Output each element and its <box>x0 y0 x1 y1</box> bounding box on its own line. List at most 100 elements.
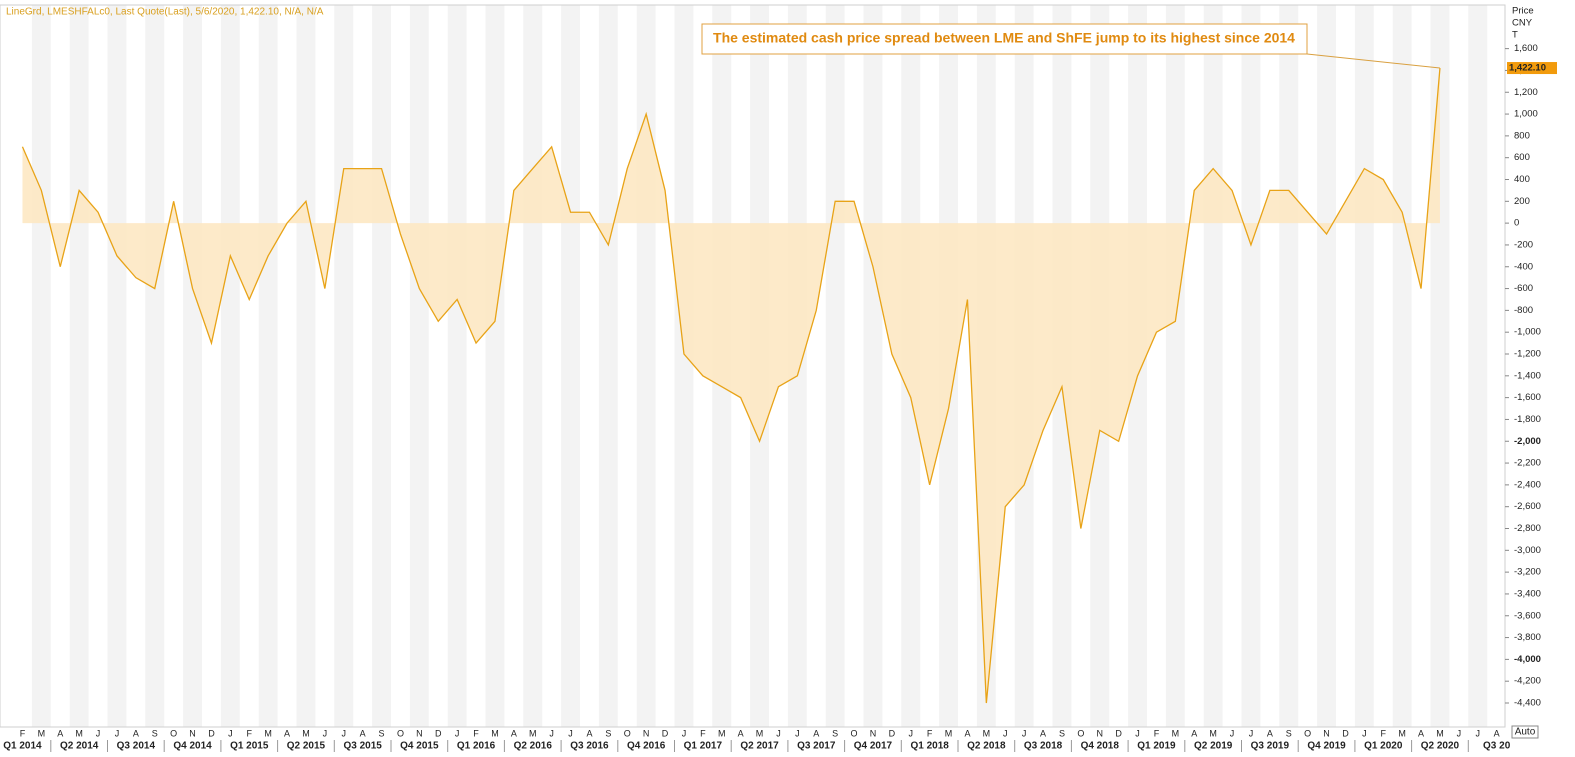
x-tick-label: J <box>342 728 347 738</box>
quarter-label: Q4 2019 <box>1307 741 1346 752</box>
y-tick-label: -2,400 <box>1514 479 1541 490</box>
x-tick-label: J <box>682 728 687 738</box>
quarter-label: Q3 2019 <box>1251 741 1290 752</box>
x-tick-label: D <box>1342 728 1349 738</box>
y-tick-label: -200 <box>1514 239 1533 250</box>
x-tick-label: M <box>75 728 83 738</box>
x-tick-label: A <box>1267 728 1273 738</box>
y-tick-label: -3,200 <box>1514 567 1541 578</box>
month-stripe <box>409 5 429 727</box>
month-stripe <box>1317 5 1336 727</box>
x-tick-label: N <box>1097 728 1104 738</box>
x-tick-label: J <box>1249 728 1254 738</box>
month-stripe <box>561 5 580 727</box>
x-tick-label: N <box>870 728 877 738</box>
x-tick-label: S <box>1286 728 1292 738</box>
x-tick-label: N <box>643 728 650 738</box>
x-tick-label: M <box>264 728 272 738</box>
annotation-box <box>701 23 1308 55</box>
y-tick-label: -4,400 <box>1514 698 1541 709</box>
x-tick-label: A <box>1191 728 1197 738</box>
month-stripe <box>1468 5 1488 727</box>
month-stripe <box>863 5 883 727</box>
y-tick-label: -3,800 <box>1514 632 1541 643</box>
quarter-label: Q1 2014 <box>3 741 42 752</box>
y-axis-label: Price <box>1512 6 1534 17</box>
x-tick-label: A <box>738 728 744 738</box>
x-tick-label: J <box>909 728 914 738</box>
x-tick-label: D <box>435 728 442 738</box>
plot-frame <box>0 4 1506 728</box>
x-tick-label: J <box>1003 728 1008 738</box>
y-tick-label: -600 <box>1514 283 1533 294</box>
x-tick-label: N <box>189 728 196 738</box>
x-tick-label: M <box>1398 728 1406 738</box>
y-axis-label: T <box>1512 30 1518 41</box>
y-tick-label: -3,600 <box>1514 610 1541 621</box>
x-tick-label: S <box>832 728 838 738</box>
y-tick-label: -400 <box>1514 261 1533 272</box>
quarter-label: Q2 2016 <box>514 741 553 752</box>
y-tick-label: 1,200 <box>1514 87 1538 98</box>
x-tick-label: A <box>511 728 517 738</box>
x-tick-label: F <box>1154 728 1160 738</box>
month-stripe <box>220 5 240 727</box>
quarter-label: Q1 2016 <box>457 741 496 752</box>
y-tick-label: -1,000 <box>1514 327 1541 338</box>
quarter-label: Q1 2018 <box>910 741 949 752</box>
x-tick-label: M <box>718 728 726 738</box>
x-tick-label: J <box>455 728 460 738</box>
month-stripe <box>334 5 354 727</box>
month-stripe <box>183 5 202 727</box>
header: LineGrd, LMESHFALc0, Last Quote(Last), 5… <box>6 7 324 18</box>
quarter-label: Q3 2017 <box>797 741 836 752</box>
annotation: The estimated cash price spread between … <box>713 30 1295 46</box>
x-tick-label: D <box>1115 728 1122 738</box>
x-tick-label: O <box>624 728 631 738</box>
x-tick-label: J <box>228 728 233 738</box>
x-tick-label: M <box>983 728 991 738</box>
y-tick-label: -800 <box>1514 305 1533 316</box>
annotation-connector <box>1306 53 1441 69</box>
x-tick-label: M <box>529 728 537 738</box>
x-tick-label: J <box>96 728 101 738</box>
month-stripe <box>296 5 316 727</box>
x-tick-label: M <box>302 728 310 738</box>
y-tick-label: 0 <box>1514 218 1519 229</box>
x-tick-label: O <box>170 728 177 738</box>
y-tick-label: -4,200 <box>1514 676 1541 687</box>
x-tick-label: A <box>964 728 970 738</box>
quarter-label: Q1 2019 <box>1137 741 1176 752</box>
x-tick-label: J <box>549 728 554 738</box>
x-tick-label: J <box>323 728 328 738</box>
x-tick-label: A <box>1494 728 1500 738</box>
x-tick-label: D <box>208 728 215 738</box>
month-stripe <box>145 5 165 727</box>
x-tick-label: F <box>927 728 933 738</box>
x-tick-label: J <box>776 728 781 738</box>
quarter-label: Q2 2017 <box>740 741 779 752</box>
quarter-label: Q3 2015 <box>343 741 382 752</box>
quarter-label: Q4 2015 <box>400 741 439 752</box>
x-tick-label: F <box>247 728 253 738</box>
y-tick-label: 400 <box>1514 174 1530 185</box>
auto-button[interactable] <box>1511 725 1539 739</box>
x-tick-label: S <box>1059 728 1065 738</box>
y-tick-label: -1,200 <box>1514 349 1541 360</box>
y-tick-label: -1,600 <box>1514 392 1541 403</box>
x-tick-label: A <box>360 728 366 738</box>
month-stripe <box>69 5 89 727</box>
line <box>21 67 1441 704</box>
y-tick-label: 200 <box>1514 196 1530 207</box>
month-stripe <box>674 5 694 727</box>
auto-label[interactable]: Auto <box>1515 727 1536 738</box>
x-tick-label: O <box>851 728 858 738</box>
y-tick-label: -3,000 <box>1514 545 1541 556</box>
x-tick-label: J <box>1230 728 1235 738</box>
y-tick-label: -3,400 <box>1514 588 1541 599</box>
x-tick-label: A <box>284 728 290 738</box>
quarter-label: Q2 2018 <box>967 741 1006 752</box>
x-tick-label: J <box>115 728 120 738</box>
x-tick-label: M <box>945 728 953 738</box>
month-stripe <box>523 5 543 727</box>
